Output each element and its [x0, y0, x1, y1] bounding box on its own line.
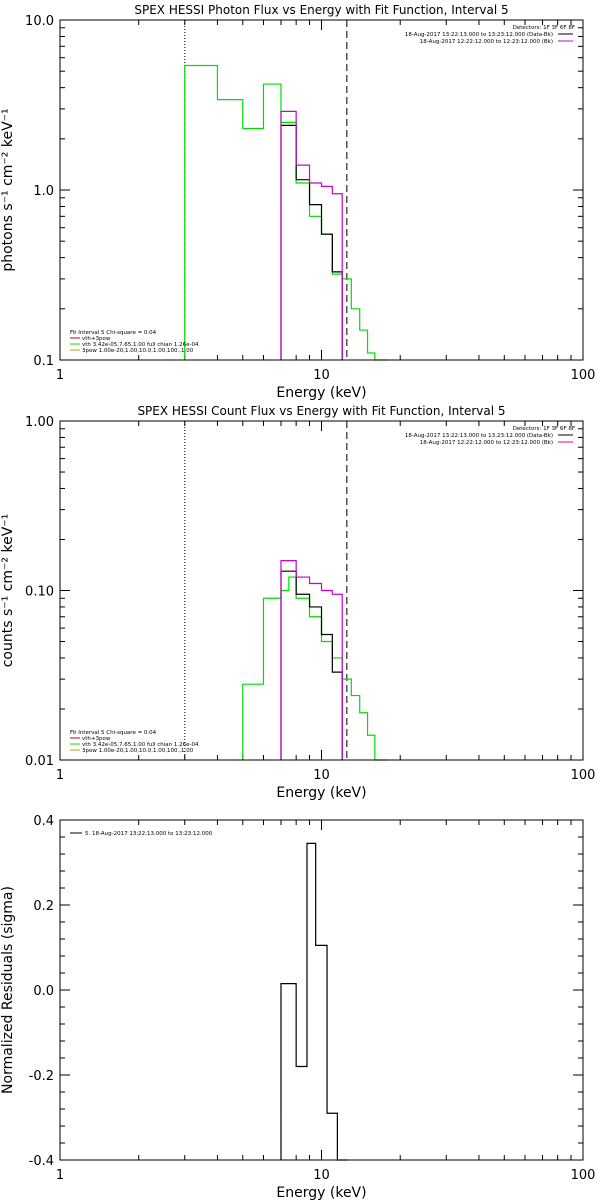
- fit-legend-entry: vth 3.42e-05,7.65,1.00 full chian 1.26e-…: [82, 742, 199, 748]
- chart-panel-2: SPEX HESSI Count Flux vs Energy with Fit…: [0, 404, 595, 801]
- legend-header: Detectors: 1F 3F 6F 8F: [513, 426, 575, 432]
- x-tick-label: 1: [56, 768, 64, 783]
- y-tick-label: 0.10: [25, 585, 54, 600]
- y-tick-label: 0.2: [33, 899, 54, 914]
- x-tick-label: 10: [313, 1168, 330, 1183]
- x-axis-label: Energy (keV): [276, 785, 366, 801]
- y-tick-label: 0.4: [33, 814, 54, 829]
- fit-legend-entry: 3pow 1.00e-20,1.00,10.0,1.00,100.,1.00: [82, 748, 194, 754]
- fit-legend-header: Fit Interval 5 Chi-square = 0.04: [70, 730, 157, 736]
- x-tick-label: 100: [571, 1168, 596, 1183]
- x-tick-label: 100: [571, 368, 596, 383]
- x-tick-label: 10: [313, 768, 330, 783]
- data-series-3: [280, 560, 343, 760]
- legend-entry-label: 18-Aug-2017 12:22:12.000 to 12:23:12.000…: [420, 39, 553, 45]
- data-series-2: [280, 570, 343, 760]
- x-axis-label: Energy (keV): [276, 385, 366, 401]
- legend-entry-label: 18-Aug-2017 13:22:13.000 to 13:23:12.000…: [405, 433, 553, 439]
- y-tick-label: 0.01: [25, 754, 54, 769]
- data-series-3: [280, 110, 343, 360]
- y-axis-label: counts s⁻¹ cm⁻² keV⁻¹: [0, 514, 16, 668]
- x-tick-label: 1: [56, 1168, 64, 1183]
- legend-entry-label: 18-Aug-2017 12:22:12.000 to 12:23:12.000…: [420, 440, 553, 446]
- y-tick-label: 1.00: [25, 415, 54, 430]
- chart-title: SPEX HESSI Count Flux vs Energy with Fit…: [137, 404, 505, 418]
- y-tick-label: 1.0: [33, 184, 54, 199]
- y-tick-label: 0.1: [33, 354, 54, 369]
- data-series-2: [280, 124, 343, 360]
- chart-panel-3: 1 10 100 -0.4 -0.2 0.0 0.2 0.4 Energy (keV) Norma…: [0, 814, 595, 1200]
- legend-header: Detectors: 1F 3F 6F 8F: [513, 25, 575, 31]
- y-axis-label: Normalized Residuals (sigma): [0, 886, 16, 1094]
- data-series-1: [184, 64, 389, 361]
- data-series-1: [242, 576, 389, 761]
- x-tick-label: 100: [571, 768, 596, 783]
- fit-legend-entry: vth 3.42e-05,7.65,1.00 full chian 1.26e-…: [82, 342, 199, 348]
- fit-legend-entry: vth+3pow: [82, 736, 111, 742]
- y-tick-label: 10.0: [25, 14, 54, 29]
- x-axis-label: Energy (keV): [276, 1185, 366, 1200]
- plot-frame: [59, 19, 584, 361]
- chart-title: SPEX HESSI Photon Flux vs Energy with Fi…: [134, 3, 508, 17]
- plot-frame: [59, 819, 584, 1161]
- fit-legend-header: Fit Interval 5 Chi-square = 0.04: [70, 330, 157, 336]
- y-tick-label: -0.4: [29, 1154, 54, 1169]
- y-tick-label: -0.2: [29, 1069, 54, 1084]
- y-tick-label: 0.0: [33, 984, 54, 999]
- plot-frame: [59, 420, 584, 761]
- fit-legend-entry: 3pow 1.00e-20,1.00,10.0,1.00,100.,1.00: [82, 348, 194, 354]
- y-axis-label: photons s⁻¹ cm⁻² keV⁻¹: [0, 108, 16, 271]
- legend-entry-label: 5. 18-Aug-2017 13:22:13.000 to 13:23:12.…: [85, 831, 213, 837]
- chart-panel-1: SPEX HESSI Photon Flux vs Energy with Fi…: [0, 3, 595, 401]
- x-tick-label: 1: [56, 368, 64, 383]
- legend-entry-label: 18-Aug-2017 13:22:13.000 to 13:23:12.000…: [405, 32, 553, 38]
- fit-legend-entry: vth+3pow: [82, 336, 111, 342]
- x-tick-label: 10: [313, 368, 330, 383]
- data-series-1: [280, 842, 347, 1161]
